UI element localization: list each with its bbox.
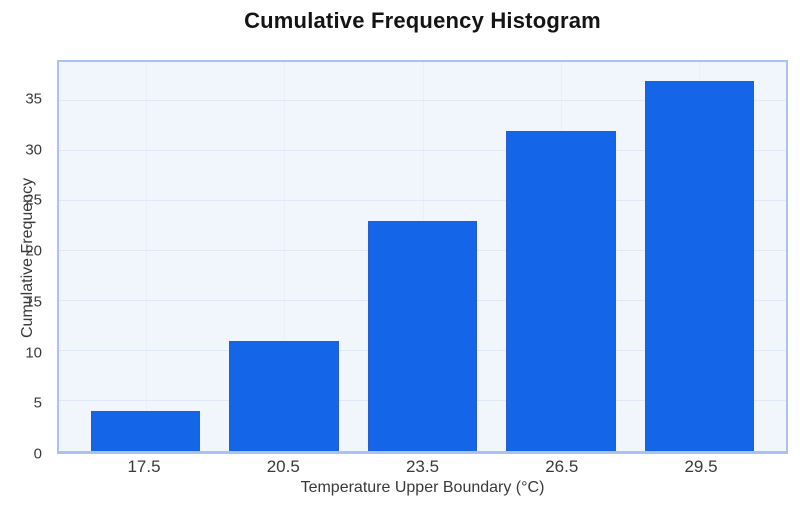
horizontal-gridline [59, 99, 786, 101]
vertical-gridline [145, 62, 147, 451]
y-tick-label: 30 [25, 141, 42, 159]
y-tick-label: 10 [25, 344, 42, 362]
x-tick-label: 29.5 [684, 457, 718, 476]
vertical-gridline [284, 62, 285, 451]
x-axis-label: Temperature Upper Boundary (°C) [300, 479, 545, 496]
bar-23.5 [367, 220, 478, 451]
bar-26.5 [506, 130, 616, 451]
x-tick-label: 23.5 [405, 457, 440, 476]
x-tick-label: 17.5 [127, 457, 161, 476]
bar-20.5 [229, 340, 339, 451]
chart-title: Cumulative Frequency Histogram [244, 8, 601, 33]
plot-area [57, 60, 788, 454]
horizontal-gridline [59, 199, 786, 201]
y-tick-label: 25 [25, 191, 42, 209]
bar-17.5 [90, 410, 201, 451]
y-axis-ticks: 0 5 10 15 20 25 30 35 [0, 60, 50, 462]
bar-29.5 [644, 80, 755, 451]
y-tick-label: 35 [25, 90, 42, 108]
y-tick-label: 20 [25, 242, 42, 260]
horizontal-gridline [59, 149, 786, 151]
x-tick-label: 26.5 [545, 457, 579, 476]
y-tick-label: 5 [33, 394, 42, 412]
y-tick-label: 15 [25, 293, 42, 311]
x-axis-ticks: 17.5 20.5 23.5 26.5 29.5 [57, 458, 788, 476]
y-tick-label: 0 [33, 445, 42, 463]
x-tick-label: 20.5 [266, 457, 300, 476]
